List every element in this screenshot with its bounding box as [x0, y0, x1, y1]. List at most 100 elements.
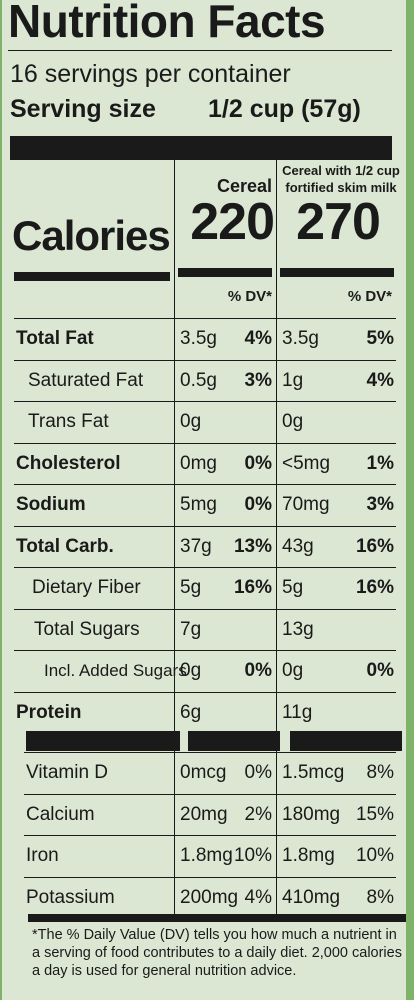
- amount: 1.5mcg: [282, 762, 345, 783]
- nutrient-name: Trans Fat: [28, 411, 109, 432]
- percent-dv: 4%: [244, 328, 272, 349]
- nutrient-name: Protein: [16, 701, 82, 723]
- amount: 0g: [180, 411, 202, 432]
- nutrient-name: Potassium: [26, 886, 115, 908]
- amount: 3.5g: [282, 328, 319, 349]
- percent-dv: 3%: [244, 369, 272, 391]
- percent-dv: 3%: [366, 494, 394, 515]
- thick-rule: [178, 268, 272, 277]
- amount: 180mg: [282, 803, 341, 825]
- nutrient-name: Saturated Fat: [28, 369, 144, 391]
- percent-dv: 8%: [366, 762, 394, 783]
- row-rule: [14, 650, 396, 651]
- amount: 0mg: [180, 452, 217, 474]
- nutrient-name: Total Fat: [16, 328, 94, 349]
- amount: 0mcg: [180, 762, 227, 783]
- amount: 410mg: [282, 886, 341, 908]
- row-rule: [24, 876, 396, 878]
- dv-header: % DV*: [347, 288, 392, 305]
- row-rule: [24, 752, 396, 753]
- row-rule: [14, 567, 396, 568]
- column-header: Cereal: [216, 176, 272, 196]
- serving-size-label: Serving size: [10, 95, 156, 123]
- thick-rule: [26, 731, 180, 751]
- amount: 0g: [282, 660, 304, 681]
- amount: <5mg: [282, 452, 331, 474]
- row-rule: [24, 835, 396, 836]
- percent-dv: 0%: [244, 494, 272, 515]
- thick-rule: [188, 731, 280, 751]
- nutrient-name: Incl. Added Sugars: [44, 661, 187, 680]
- amount: 1.8mg: [180, 845, 233, 866]
- amount: 0g: [282, 411, 304, 432]
- nutrient-name: Total Carb.: [16, 535, 114, 557]
- rule: [8, 50, 392, 51]
- row-rule: [14, 442, 396, 444]
- dv-header: % DV*: [227, 288, 272, 305]
- amount: 13g: [282, 618, 314, 640]
- amount: 11g: [282, 701, 313, 723]
- percent-dv: 16%: [355, 577, 394, 598]
- row-rule: [14, 318, 396, 319]
- percent-dv: 0%: [366, 660, 394, 681]
- percent-dv: 4%: [366, 369, 394, 391]
- percent-dv: 1%: [366, 452, 394, 474]
- percent-dv: 0%: [244, 660, 272, 681]
- servings: 16 servings per container: [10, 60, 291, 88]
- amount: 3.5g: [180, 328, 217, 349]
- amount: 20mg: [180, 803, 228, 825]
- row-rule: [14, 608, 396, 610]
- amount: 200mg: [180, 886, 239, 908]
- calories-value: 220: [190, 193, 275, 251]
- amount: 43g: [282, 535, 314, 557]
- percent-dv: 0%: [244, 452, 272, 474]
- nutrient-name: Sodium: [16, 494, 86, 515]
- thick-rule: [290, 731, 402, 751]
- percent-dv: 0%: [244, 762, 272, 783]
- nutrient-name: Vitamin D: [26, 762, 109, 783]
- amount: 1g: [282, 369, 304, 391]
- column-header: Cereal with 1/2 cup fortified skim milk: [282, 163, 400, 195]
- amount: 5g: [180, 577, 202, 598]
- row-rule: [24, 793, 396, 795]
- row-rule: [14, 359, 396, 361]
- nutrient-name: Total Sugars: [34, 618, 140, 640]
- percent-dv: 8%: [366, 886, 394, 908]
- calories-label: Calories: [12, 212, 171, 259]
- thick-rule: [14, 272, 170, 281]
- percent-dv: 13%: [233, 535, 272, 557]
- percent-dv: 15%: [355, 803, 394, 825]
- label-panel: Nutrition Facts 16 servings per containe…: [2, 0, 406, 1000]
- footnote: *The % Daily Value (DV) tells you how mu…: [32, 927, 402, 979]
- percent-dv: 10%: [355, 845, 394, 866]
- nutrient-name: Calcium: [26, 803, 95, 825]
- row-rule: [14, 525, 396, 527]
- row-rule: [14, 691, 396, 693]
- percent-dv: 4%: [244, 886, 272, 908]
- calories-value: 270: [296, 193, 381, 251]
- percent-dv: 16%: [233, 577, 272, 598]
- amount: 7g: [180, 618, 202, 640]
- amount: 6g: [180, 701, 202, 723]
- row-rule: [14, 401, 396, 402]
- percent-dv: 10%: [233, 845, 272, 866]
- amount: 70mg: [282, 494, 330, 515]
- percent-dv: 5%: [366, 328, 394, 349]
- amount: 37g: [180, 535, 212, 557]
- nutrient-name: Iron: [26, 845, 59, 866]
- amount: 1.8mg: [282, 845, 335, 866]
- percent-dv: 2%: [244, 803, 272, 825]
- amount: 5mg: [180, 494, 217, 515]
- thick-rule: [28, 914, 406, 922]
- column-divider: [276, 160, 277, 914]
- percent-dv: 16%: [355, 535, 394, 557]
- nutrient-name: Dietary Fiber: [32, 577, 141, 598]
- title: Nutrition Facts: [8, 0, 326, 47]
- nutrient-name: Cholesterol: [16, 452, 121, 474]
- amount: 0g: [180, 660, 202, 681]
- amount: 0.5g: [180, 369, 217, 391]
- thick-rule: [10, 136, 392, 160]
- column-divider: [174, 160, 175, 914]
- serving-size: 1/2 cup (57g): [208, 95, 361, 123]
